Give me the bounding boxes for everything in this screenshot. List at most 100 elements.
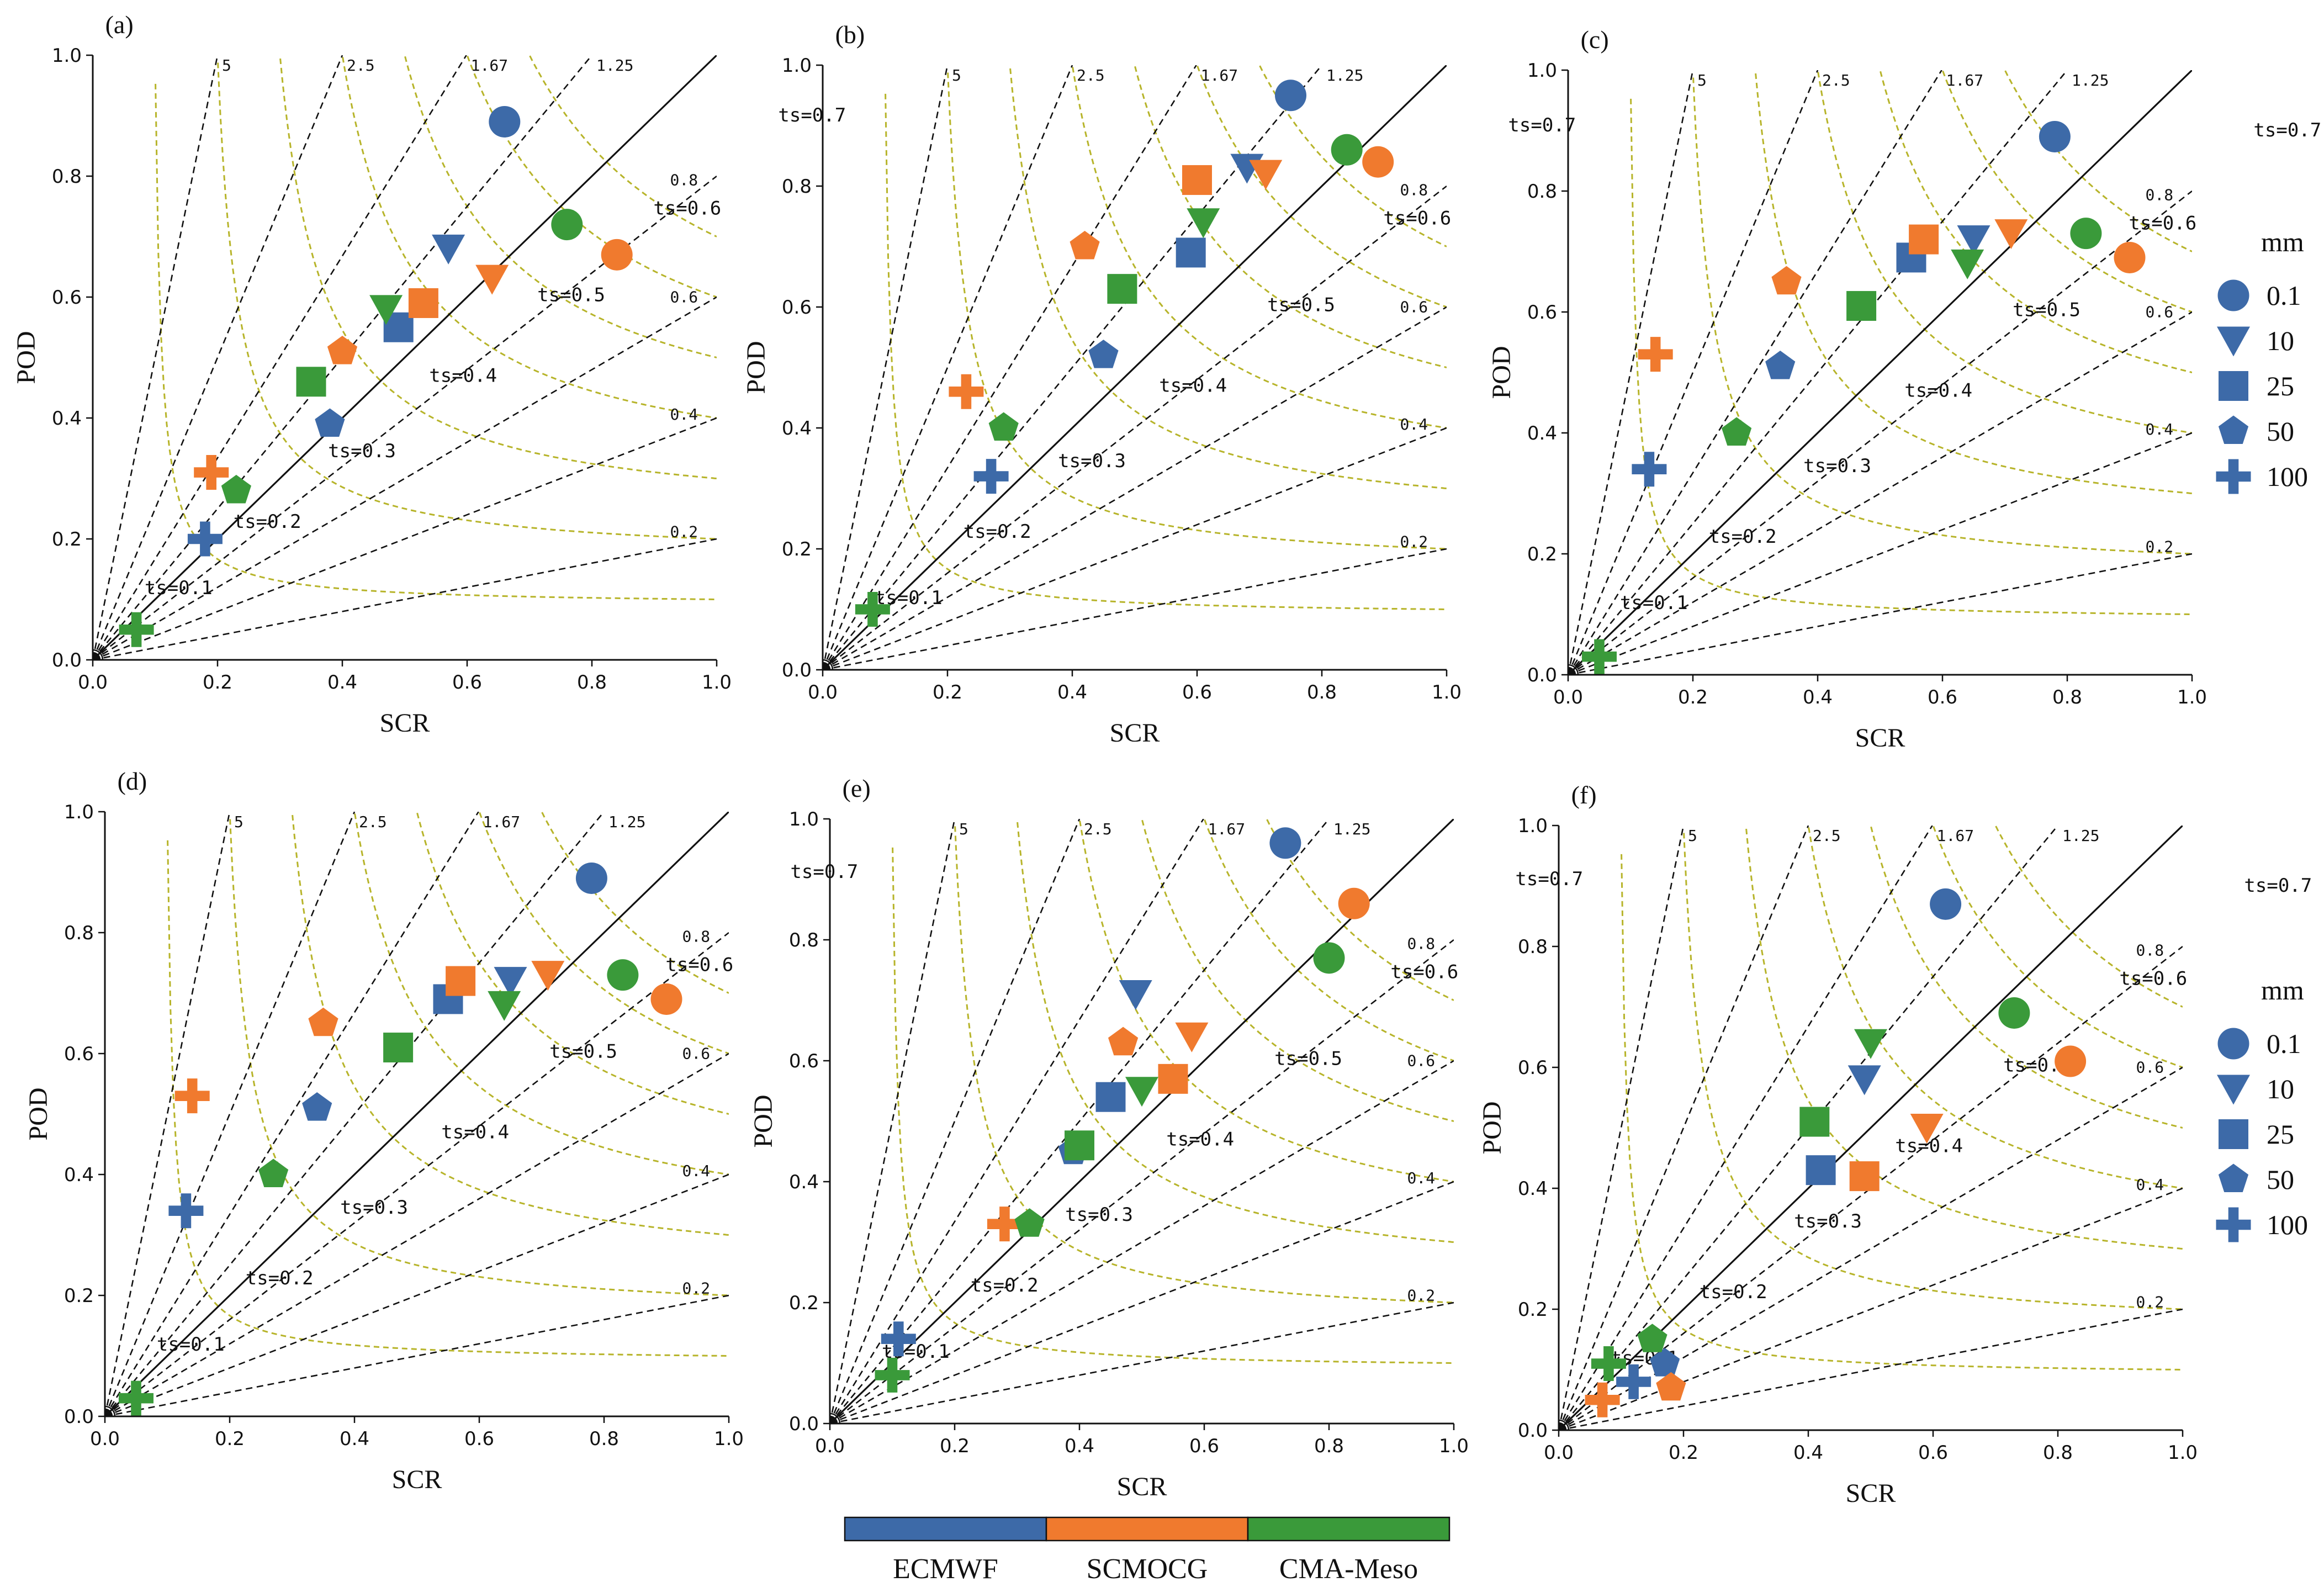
legend-label: 0.1: [2267, 280, 2301, 311]
data-point: [949, 374, 984, 409]
data-point: [531, 961, 565, 991]
ts-label: ts=0.7: [778, 104, 846, 126]
x-tick-label: 0.6: [1182, 681, 1212, 703]
bias-line: [823, 65, 949, 670]
panels-layer: 0.00.00.20.20.40.40.60.60.80.81.01.0SCRP…: [12, 10, 2321, 1508]
y-tick-label: 0.0: [1518, 1420, 1548, 1442]
bias-label: 2.5: [1813, 827, 1841, 845]
data-point: [1175, 1022, 1209, 1052]
bias-label: 0.4: [2146, 420, 2174, 438]
ts-label: ts=0.7: [2253, 119, 2321, 141]
data-point: [432, 234, 465, 264]
threshold-legend: mm 0.1 10 25 50 100 mm 0.1 10 25 50 100: [2216, 226, 2308, 1242]
y-tick-label: 0.2: [1527, 543, 1557, 565]
data-point: [1930, 888, 1962, 920]
data-point: [1638, 337, 1673, 372]
ts-label: ts=0.5: [1274, 1047, 1342, 1070]
ts-label: ts=0.3: [340, 1197, 408, 1219]
x-tick-label: 0.4: [1803, 686, 1833, 708]
ts-label: ts=0.2: [1709, 526, 1777, 548]
bias-line: [823, 65, 1073, 670]
ts-contour: [2004, 70, 2192, 252]
bias-label: 5: [959, 820, 968, 838]
ts-label: ts=0.5: [549, 1040, 617, 1062]
ts-label: ts=0.3: [1803, 455, 1871, 477]
data-point: [1998, 997, 2030, 1029]
bias-label: 0.6: [1400, 298, 1428, 316]
data-point: [1158, 1064, 1188, 1094]
bias-line: [93, 55, 467, 660]
data-point: [650, 983, 682, 1015]
bias-label: 0.6: [2136, 1059, 2164, 1077]
bias-label: 2.5: [1084, 820, 1112, 838]
y-tick-label: 0.8: [789, 929, 819, 951]
bias-line: [823, 65, 1447, 670]
x-tick-label: 1.0: [714, 1428, 744, 1450]
bias-label: 0.4: [670, 405, 698, 424]
x-tick-label: 0.8: [577, 671, 607, 694]
ts-contour: [1266, 819, 1454, 1001]
bias-line: [1568, 70, 2192, 675]
ts-contour: [947, 72, 1447, 550]
panel: 0.00.00.20.20.40.40.60.60.80.81.01.0SCRP…: [1487, 25, 2321, 753]
data-point: [119, 612, 154, 647]
x-tick-label: 0.0: [78, 671, 108, 694]
data-point: [1721, 417, 1752, 446]
y-tick-label: 0.4: [789, 1171, 819, 1193]
bias-line: [830, 819, 1454, 1424]
bias-line: [105, 812, 479, 1416]
data-point: [1849, 1161, 1880, 1192]
panel: 0.00.00.20.20.40.40.60.60.80.81.01.0SCRP…: [24, 767, 858, 1494]
y-tick-label: 0.4: [1527, 422, 1557, 445]
data-point: [1187, 208, 1220, 239]
bias-label: 0.2: [1400, 533, 1428, 551]
x-tick-label: 0.2: [203, 671, 232, 694]
y-tick-label: 0.4: [64, 1164, 94, 1186]
legend-label: 10: [2267, 325, 2294, 356]
ts-contour: [292, 814, 729, 1236]
bias-label: 0.8: [1407, 934, 1436, 953]
ts-label: ts=0.6: [653, 198, 721, 220]
ts-label: ts=0.1: [1620, 592, 1688, 614]
y-tick-label: 0.2: [1518, 1299, 1548, 1321]
legend-label: 50: [2267, 1164, 2294, 1195]
bias-line: [1559, 945, 2183, 1430]
data-point: [875, 1357, 910, 1393]
x-axis-title: SCR: [1855, 723, 1905, 753]
panel-label: (b): [835, 20, 865, 49]
bias-label: 1.67: [483, 813, 520, 831]
x-tick-label: 0.6: [464, 1428, 494, 1450]
data-point: [1637, 1324, 1667, 1352]
bias-line: [93, 296, 717, 660]
y-tick-label: 0.8: [782, 176, 812, 198]
data-point: [1951, 249, 1984, 279]
plot-area: [830, 819, 1454, 1424]
model-label: ECMWF: [893, 1553, 998, 1582]
bias-label: 0.2: [670, 523, 698, 541]
bias-label: 0.8: [682, 927, 711, 945]
bias-label: 5: [234, 813, 243, 831]
data-point: [855, 592, 890, 627]
ts-label: ts=0.4: [429, 365, 497, 387]
legend-marker: [2216, 1207, 2251, 1242]
ts-contour: [404, 56, 717, 358]
y-tick-label: 1.0: [782, 55, 812, 77]
ts-label: ts=0.1: [157, 1334, 225, 1356]
x-tick-label: 0.6: [1928, 686, 1957, 708]
x-tick-label: 1.0: [2168, 1442, 2198, 1464]
y-tick-label: 0.8: [1527, 181, 1557, 203]
ts-contour: [229, 819, 729, 1297]
ts-contour: [1017, 822, 1454, 1243]
data-point: [302, 1092, 332, 1121]
plot-area: [93, 55, 717, 660]
bias-line: [1568, 190, 2192, 675]
data-point: [488, 991, 521, 1021]
ts-contour: [354, 813, 729, 1176]
bias-line: [105, 1052, 729, 1416]
legend-marker: [2219, 1119, 2248, 1149]
bias-line: [830, 1181, 1454, 1424]
data-point: [1656, 1372, 1686, 1401]
data-point: [446, 966, 476, 996]
data-point: [2070, 218, 2102, 250]
x-axis-title: SCR: [1110, 718, 1160, 748]
